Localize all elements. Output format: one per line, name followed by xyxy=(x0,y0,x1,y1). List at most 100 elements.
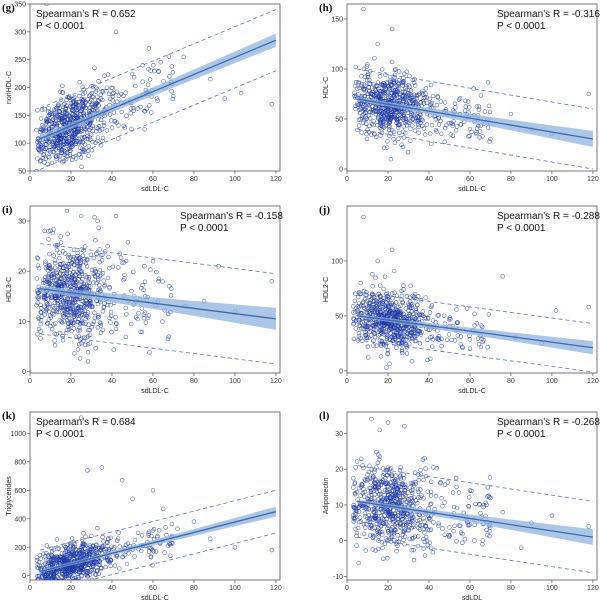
scatter-point xyxy=(480,542,485,547)
scatter-point xyxy=(34,303,39,308)
panel-0: (g)0 20 40 60 80 100 12050100150200250300350sd… xyxy=(2,2,282,194)
scatter-point xyxy=(372,327,377,333)
scatter-point xyxy=(429,122,435,128)
x-tick-label: 80 xyxy=(507,176,515,183)
scatter-point xyxy=(44,293,49,298)
scatter-point xyxy=(36,574,42,579)
scatter-point xyxy=(351,513,356,518)
scatter-point xyxy=(390,128,395,133)
scatter-point xyxy=(377,427,382,433)
scatter-point xyxy=(404,344,409,349)
scatter-point xyxy=(402,90,407,95)
scatter-point xyxy=(398,303,403,308)
scatter-point xyxy=(70,318,75,324)
scatter-point xyxy=(418,472,424,477)
scatter-point xyxy=(351,476,356,481)
scatter-point xyxy=(353,505,358,510)
scatter-point xyxy=(423,534,429,540)
scatter-point xyxy=(356,92,361,97)
scatter-point xyxy=(452,523,457,528)
scatter-point xyxy=(88,544,93,550)
scatter-point xyxy=(37,159,43,164)
scatter-point xyxy=(392,311,397,316)
scatter-point xyxy=(382,339,387,345)
scatter-point xyxy=(36,582,40,586)
scatter-point xyxy=(36,316,42,322)
scatter-point xyxy=(104,557,110,563)
scatter-point xyxy=(95,325,100,330)
scatter-point xyxy=(150,563,155,568)
scatter-point xyxy=(357,323,363,328)
scatter-point xyxy=(379,338,384,344)
scatter-point xyxy=(81,87,86,92)
scatter-point xyxy=(95,525,100,531)
scatter-point xyxy=(381,517,387,522)
scatter-point xyxy=(53,111,58,116)
scatter-point xyxy=(82,104,87,109)
scatter-point xyxy=(79,164,84,169)
scatter-point xyxy=(117,544,122,549)
y-axis-label: Adiponectin xyxy=(323,478,330,515)
scatter-point xyxy=(53,154,59,159)
scatter-point xyxy=(411,495,417,500)
scatter-point xyxy=(370,547,375,552)
x-tick-label: 80 xyxy=(507,585,515,592)
scatter-point xyxy=(382,145,387,150)
x-tick-label: 120 xyxy=(270,176,282,183)
scatter-point xyxy=(99,465,104,470)
scatter-point xyxy=(356,509,362,514)
scatter-point xyxy=(71,108,76,113)
scatter-point xyxy=(400,350,405,356)
scatter-point xyxy=(380,466,386,471)
scatter-point xyxy=(146,67,151,72)
scatter-point xyxy=(90,139,95,145)
scatter-point xyxy=(39,127,44,133)
scatter-point xyxy=(436,122,442,127)
scatter-point xyxy=(508,111,514,117)
scatter-point xyxy=(96,278,101,283)
scatter-point xyxy=(104,546,109,552)
scatter-point xyxy=(140,79,145,84)
x-axis-label: sdLDL-C xyxy=(141,388,169,395)
x-tick-label: 100 xyxy=(229,176,241,183)
scatter-point xyxy=(396,136,401,142)
scatter-point xyxy=(380,111,385,116)
scatter-point xyxy=(125,240,131,245)
scatter-point xyxy=(36,559,42,565)
scatter-point xyxy=(46,148,51,153)
scatter-point xyxy=(52,265,58,270)
scatter-point xyxy=(354,533,359,538)
scatter-point xyxy=(149,110,154,115)
scatter-point xyxy=(384,516,389,522)
scatter-point xyxy=(381,342,387,347)
scatter-point xyxy=(396,69,402,74)
scatter-point xyxy=(35,288,40,293)
scatter-point xyxy=(421,477,426,483)
scatter-point xyxy=(430,550,436,555)
scatter-point xyxy=(89,562,95,567)
scatter-point xyxy=(388,157,394,162)
scatter-point xyxy=(52,343,58,348)
scatter-point xyxy=(428,489,434,495)
scatter-point xyxy=(421,536,426,542)
scatter-point xyxy=(35,295,40,300)
scatter-point xyxy=(485,485,491,490)
scatter-point xyxy=(392,511,398,516)
scatter-point xyxy=(386,529,391,534)
scatter-point xyxy=(122,552,128,558)
x-tick-label: 20 xyxy=(67,378,75,385)
scatter-point xyxy=(45,321,50,326)
scatter-point xyxy=(43,557,49,562)
x-tick-label: 40 xyxy=(108,176,116,183)
scatter-point xyxy=(51,322,56,327)
scatter-point xyxy=(401,315,406,320)
scatter-point xyxy=(91,255,96,261)
scatter-point xyxy=(101,123,107,128)
prediction-upper-line xyxy=(40,9,277,109)
scatter-point xyxy=(89,568,94,573)
scatter-point xyxy=(62,141,67,147)
scatter-point xyxy=(168,553,173,558)
prediction-lower-line xyxy=(40,333,276,365)
scatter-point xyxy=(65,231,70,236)
scatter-point xyxy=(38,158,44,163)
